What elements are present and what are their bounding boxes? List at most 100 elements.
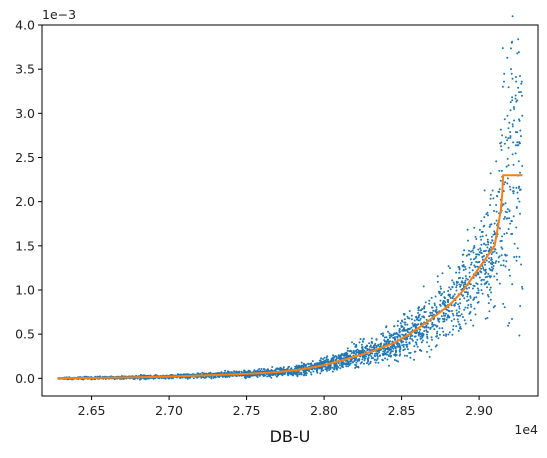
scatter-point	[423, 311, 426, 313]
scatter-point	[322, 361, 325, 364]
scatter-point	[240, 370, 243, 373]
scatter-point	[354, 366, 357, 369]
scatter-point	[417, 314, 420, 317]
scatter-point	[318, 367, 321, 370]
scatter-point	[426, 333, 428, 336]
scatter-point	[483, 283, 486, 286]
scatter-point	[351, 361, 354, 364]
scatter-point	[366, 357, 369, 360]
scatter-point	[376, 355, 379, 358]
scatter-point	[222, 375, 224, 378]
scatter-point	[493, 230, 496, 233]
scatter-point	[425, 318, 428, 321]
scatter-point	[223, 371, 226, 374]
scatter-point	[171, 377, 174, 380]
scatter-point	[360, 346, 363, 349]
scatter-point	[441, 292, 444, 295]
scatter-point	[502, 302, 505, 305]
scatter-point	[489, 223, 492, 226]
scatter-point	[519, 129, 522, 132]
scatter-point	[428, 302, 431, 305]
y-axis-ticks: 0.0 0.5 1.0 1.5 2.0 2.5 3.0 3.5 4.0	[15, 18, 42, 386]
scatter-point	[495, 195, 498, 197]
scatter-point	[329, 367, 332, 370]
scatter-point	[414, 350, 417, 353]
scatter-point	[355, 361, 358, 364]
scatter-point	[445, 318, 448, 321]
scatter-point	[396, 345, 399, 348]
scatter-point	[516, 131, 519, 134]
scatter-point	[308, 370, 311, 373]
scatter-point	[497, 260, 500, 263]
scatter-point	[489, 193, 492, 196]
scatter-point	[489, 269, 492, 271]
scatter-point	[484, 243, 487, 246]
scatter-point	[516, 247, 519, 250]
scatter-point	[511, 77, 514, 80]
scatter-point	[488, 261, 491, 263]
scatter-point	[449, 288, 452, 291]
scatter-point	[520, 82, 523, 85]
scatter-point	[476, 253, 479, 256]
scatter-point	[503, 216, 506, 218]
scatter-point	[498, 188, 501, 191]
scatter-point	[503, 306, 506, 309]
scatter-point	[417, 334, 420, 337]
scatter-point	[470, 250, 472, 253]
scatter-point	[486, 240, 489, 243]
scatter-point	[515, 100, 518, 103]
scatter-point	[463, 319, 466, 322]
scatter-point	[287, 366, 290, 369]
scatter-point	[462, 294, 465, 297]
scatter-point	[518, 142, 521, 145]
scatter-point	[500, 149, 503, 151]
scatter-point	[466, 306, 469, 309]
scatter-point	[393, 325, 396, 328]
scatter-point	[436, 335, 438, 337]
scatter-point	[486, 316, 489, 319]
scatter-point	[487, 302, 490, 305]
scatter-point	[383, 343, 386, 346]
scatter-point	[437, 290, 440, 293]
scatter-point	[431, 314, 434, 317]
scatter-point	[370, 340, 373, 343]
scatter-point	[458, 271, 461, 274]
scatter-point	[404, 323, 407, 326]
scatter-point	[212, 376, 215, 379]
scatter-point	[511, 153, 514, 156]
scatter-point	[486, 293, 489, 296]
scatter-point	[504, 181, 507, 184]
scatter-point	[489, 286, 492, 289]
scatter-point	[416, 317, 419, 320]
scatter-point	[275, 375, 278, 378]
scatter-point	[474, 265, 477, 268]
scatter-point	[480, 289, 483, 292]
scatter-point	[515, 80, 518, 83]
scatter-point	[466, 291, 469, 294]
scatter-point	[322, 369, 325, 372]
scatter-point	[498, 255, 501, 258]
scatter-point	[297, 366, 300, 369]
scatter-point	[415, 341, 418, 344]
x-axis-ticks: 2.65 2.70 2.75 2.80 2.85 2.90	[78, 396, 493, 418]
scatter-point	[467, 304, 470, 307]
scatter-point	[409, 337, 412, 340]
scatter-point	[519, 91, 522, 93]
scatter-point	[434, 310, 437, 313]
scatter-point	[384, 340, 386, 343]
scatter-point	[511, 96, 514, 99]
scatter-point	[410, 326, 413, 329]
scatter-point	[484, 269, 487, 272]
scatter-point	[480, 231, 483, 233]
scatter-point	[414, 335, 417, 338]
scatter-point	[444, 312, 447, 315]
scatter-point	[460, 281, 463, 284]
x-tick-label: 2.70	[155, 403, 183, 418]
scatter-point	[335, 367, 338, 370]
scatter-point	[403, 348, 406, 351]
scatter-point	[330, 359, 333, 362]
scatter-point	[268, 375, 271, 378]
scatter-point	[383, 336, 386, 339]
scatter-point	[364, 345, 367, 348]
scatter-point	[391, 350, 394, 353]
